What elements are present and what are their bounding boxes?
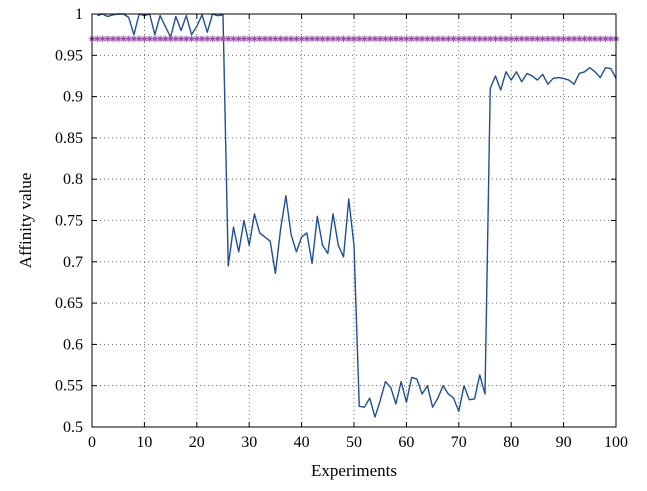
x-tick-label: 0 xyxy=(88,434,96,451)
threshold-marker xyxy=(534,35,541,42)
threshold-marker xyxy=(172,35,180,42)
threshold-marker xyxy=(392,35,400,42)
threshold-marker xyxy=(340,35,347,42)
x-tick-label: 40 xyxy=(294,434,310,451)
y-tick-label: 0.9 xyxy=(63,89,83,106)
y-tick-label: 0.5 xyxy=(63,419,83,436)
threshold-marker xyxy=(455,35,462,42)
threshold-marker xyxy=(591,35,599,42)
x-tick-label: 90 xyxy=(556,434,572,451)
threshold-marker xyxy=(146,35,153,42)
threshold-marker xyxy=(120,35,127,42)
threshold-marker xyxy=(350,35,358,42)
y-tick-label: 0.85 xyxy=(55,130,83,147)
threshold-marker xyxy=(418,35,426,42)
threshold-marker xyxy=(251,35,258,42)
x-tick-label: 100 xyxy=(604,434,628,451)
y-tick-label: 0.55 xyxy=(55,378,83,395)
affinity-series-line xyxy=(97,13,616,418)
threshold-marker xyxy=(214,35,221,42)
x-axis-title: Experiments xyxy=(311,461,397,480)
threshold-marker xyxy=(424,35,431,42)
threshold-marker xyxy=(497,35,504,42)
y-axis-title: Affinity value xyxy=(16,173,35,269)
threshold-marker xyxy=(130,35,138,42)
plot-background xyxy=(92,14,616,427)
threshold-marker xyxy=(256,35,263,42)
data-series xyxy=(88,13,620,418)
y-tick-label: 0.6 xyxy=(63,336,83,353)
x-tick-label: 60 xyxy=(398,434,414,451)
threshold-marker xyxy=(272,35,279,42)
threshold-marker xyxy=(162,35,169,42)
threshold-marker xyxy=(115,35,122,42)
threshold-marker xyxy=(303,35,311,42)
threshold-marker xyxy=(597,35,604,42)
axis-ticks: 0 10 20 30 40 50 60 70 80 90 100 0.5 0.55 0.6 0.65 0.7 0… xyxy=(55,6,628,451)
y-tick-label: 1 xyxy=(75,6,83,23)
x-tick-label: 30 xyxy=(241,434,257,451)
grid-lines xyxy=(92,14,616,427)
threshold-marker xyxy=(492,35,499,42)
y-tick-label: 0.7 xyxy=(63,254,83,271)
x-tick-label: 80 xyxy=(503,434,519,451)
x-tick-label: 10 xyxy=(136,434,152,451)
x-tick-label: 50 xyxy=(346,434,362,451)
threshold-marker xyxy=(204,35,211,42)
threshold-marker xyxy=(549,35,557,42)
x-tick-label: 20 xyxy=(189,434,205,451)
y-tick-label: 0.8 xyxy=(63,171,83,188)
threshold-marker xyxy=(104,35,111,42)
threshold-marker xyxy=(240,35,248,42)
threshold-marker xyxy=(298,35,305,42)
threshold-marker xyxy=(445,35,452,42)
threshold-marker xyxy=(188,35,195,42)
threshold-marker xyxy=(429,35,436,42)
y-tick-label: 0.95 xyxy=(55,47,83,64)
threshold-marker xyxy=(377,35,384,42)
threshold-marker xyxy=(387,35,394,42)
x-tick-label: 70 xyxy=(451,434,467,451)
y-tick-label: 0.75 xyxy=(55,213,83,230)
threshold-marker xyxy=(109,35,117,42)
y-tick-label: 0.65 xyxy=(55,295,83,312)
